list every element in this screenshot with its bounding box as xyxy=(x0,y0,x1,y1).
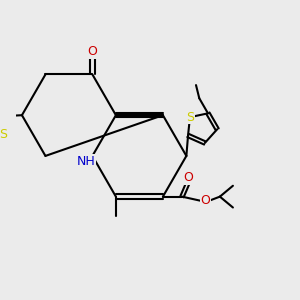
Text: O: O xyxy=(200,194,210,208)
Text: S: S xyxy=(186,111,194,124)
Text: NH: NH xyxy=(76,154,95,168)
Text: O: O xyxy=(88,45,98,58)
Text: S: S xyxy=(0,128,7,141)
Text: O: O xyxy=(184,171,194,184)
